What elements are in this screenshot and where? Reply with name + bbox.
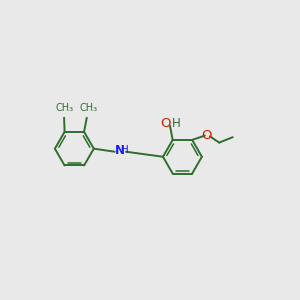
- Text: H: H: [172, 117, 180, 130]
- Text: O: O: [201, 128, 211, 142]
- Text: N: N: [115, 144, 125, 157]
- Text: O: O: [161, 117, 171, 130]
- Text: H: H: [121, 145, 129, 155]
- Text: CH₃: CH₃: [55, 103, 73, 113]
- Text: CH₃: CH₃: [79, 103, 97, 113]
